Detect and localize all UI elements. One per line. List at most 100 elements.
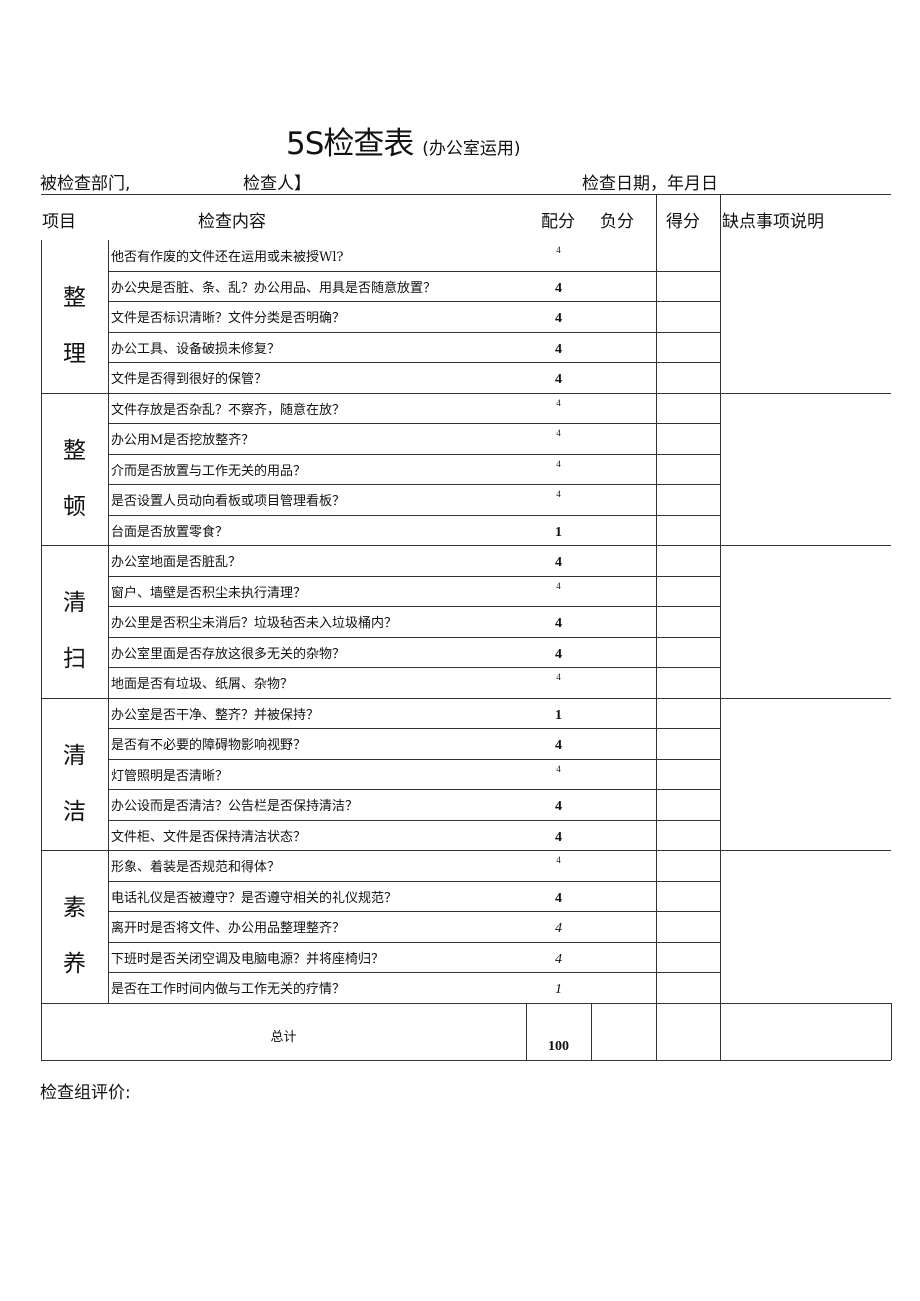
allotted-points: 4 bbox=[555, 738, 562, 753]
allotted-points: 4 bbox=[556, 245, 561, 255]
check-question: 离开时是否将文件、办公用品整理整齐？ bbox=[111, 921, 346, 936]
row-divider bbox=[108, 484, 720, 485]
section-divider bbox=[41, 697, 891, 699]
check-question: 台面是否放置零食？ bbox=[111, 524, 229, 540]
section-name-char: 顿 bbox=[63, 493, 86, 520]
row-divider bbox=[108, 514, 720, 516]
row-divider bbox=[108, 331, 720, 333]
row-divider bbox=[108, 636, 720, 638]
check-question: 办公设而是否清洁？公告栏是否保持清洁？ bbox=[111, 799, 359, 814]
row-divider bbox=[108, 972, 720, 973]
check-question: 形象、着装是否规范和得体？ bbox=[111, 860, 281, 875]
allotted-points: 4 bbox=[555, 555, 562, 570]
notes-column-divider bbox=[720, 194, 721, 1060]
check-question: 他否有作废的文件还在运用或未被授Wl? bbox=[111, 250, 344, 265]
page-title: 5S检查表 (办公室运用) bbox=[286, 118, 521, 163]
section-name-char: 扫 bbox=[63, 646, 86, 672]
check-question: 办公室是否干净、整齐？并被保持？ bbox=[111, 707, 320, 723]
allotted-points: 4 bbox=[556, 672, 561, 682]
section-divider bbox=[41, 850, 891, 851]
allotted-points: 4 bbox=[556, 855, 561, 865]
allotted-points: 4 bbox=[555, 646, 562, 662]
check-question: 办公工具、设备破损未修复？ bbox=[111, 341, 281, 357]
check-question: 是否在工作时间内做与工作无关的疗情？ bbox=[111, 982, 346, 997]
date-label: 检查日期，年月日 bbox=[582, 174, 718, 194]
check-question: 办公室里面是否存放这很多无关的杂物？ bbox=[111, 646, 346, 662]
header-allotted: 配分 bbox=[541, 212, 575, 232]
check-question: 办公室地面是否脏乱？ bbox=[111, 555, 242, 570]
check-question: 灯管照明是否清晰？ bbox=[111, 768, 229, 784]
check-question: 文件是否得到很好的保管？ bbox=[111, 372, 268, 387]
row-divider bbox=[108, 453, 720, 455]
allotted-points: 4 bbox=[555, 341, 562, 357]
row-divider bbox=[108, 423, 720, 424]
check-question: 介而是否放置与工作无关的用品？ bbox=[111, 463, 307, 479]
header-item: 项目 bbox=[42, 212, 76, 232]
allotted-points: 1 bbox=[555, 982, 562, 997]
allotted-points: 4 bbox=[556, 428, 561, 438]
row-divider bbox=[108, 362, 720, 363]
evaluation-label: 检查组评价: bbox=[40, 1083, 131, 1103]
allotted-points: 4 bbox=[555, 799, 562, 814]
check-question: 文件存放是否杂乱？不察齐，随意在放？ bbox=[111, 402, 346, 418]
inspector-label: 检查人】 bbox=[243, 174, 311, 194]
section-name-char: 养 bbox=[63, 951, 86, 977]
score-column-divider bbox=[656, 194, 657, 1060]
header-defect-notes: 缺点事项说明 bbox=[722, 212, 824, 232]
check-question: 是否有不必要的障碍物影响视野？ bbox=[111, 738, 307, 753]
row-divider bbox=[108, 819, 720, 821]
allotted-points: 4 bbox=[556, 458, 561, 469]
allotted-points: 4 bbox=[556, 580, 561, 591]
row-divider bbox=[108, 301, 720, 302]
row-divider bbox=[108, 880, 720, 882]
check-question: 地面是否有垃圾、纸屑、杂物？ bbox=[111, 677, 294, 692]
total-row-top-line bbox=[41, 1002, 891, 1004]
section-name-char: 整 bbox=[63, 437, 86, 464]
check-question: 办公用M是否挖放整齐？ bbox=[111, 433, 255, 448]
row-divider bbox=[108, 789, 720, 790]
check-question: 电话礼仪是否被遵守？是否遵守相关的礼仪规范？ bbox=[111, 890, 398, 906]
allotted-points: 4 bbox=[556, 763, 561, 774]
section-name-char: 素 bbox=[63, 895, 86, 921]
header-content: 检查内容 bbox=[198, 212, 266, 232]
page-subtitle: (办公室运用) bbox=[422, 139, 521, 159]
header-deduction: 负分 bbox=[600, 212, 634, 232]
section-name-char: 清 bbox=[63, 590, 86, 616]
table-bottom-line bbox=[41, 1060, 891, 1061]
allotted-points: 4 bbox=[555, 372, 562, 387]
allotted-points: 4 bbox=[555, 280, 562, 296]
row-divider bbox=[108, 575, 720, 577]
row-divider bbox=[108, 606, 720, 607]
allotted-points: 4 bbox=[555, 616, 562, 631]
item-column-divider bbox=[108, 240, 109, 1003]
allotted-points: 4 bbox=[556, 489, 561, 499]
row-divider bbox=[108, 758, 720, 760]
table-right-border bbox=[891, 1002, 892, 1060]
section-divider bbox=[41, 545, 891, 546]
allotted-points: 4 bbox=[555, 921, 562, 936]
row-divider bbox=[108, 270, 720, 272]
check-question: 办公里是否积尘未消后？垃圾毡否未入垃圾桶内？ bbox=[111, 616, 398, 631]
allotted-points: 4 bbox=[556, 397, 561, 408]
allotted-points: 4 bbox=[555, 829, 562, 845]
department-label: 被检查部门, bbox=[40, 174, 131, 194]
title-text: 5S检查表 bbox=[286, 126, 414, 162]
total-label: 总计 bbox=[270, 1030, 297, 1045]
check-question: 文件柜、文件是否保持清洁状态？ bbox=[111, 829, 307, 845]
row-divider bbox=[108, 911, 720, 912]
check-question: 是否设置人员动向看板或项目管理看板？ bbox=[111, 494, 346, 509]
total-divider-2 bbox=[591, 1002, 592, 1060]
total-divider-1 bbox=[526, 1002, 527, 1060]
row-divider bbox=[108, 667, 720, 668]
row-divider bbox=[108, 728, 720, 729]
section-divider bbox=[41, 392, 891, 394]
check-question: 文件是否标识清晰？文件分类是否明确？ bbox=[111, 311, 346, 326]
check-question: 办公央是否脏、条、乱？办公用品、用具是否随意放置？ bbox=[111, 280, 437, 296]
header-top-line bbox=[41, 194, 891, 195]
allotted-points: 4 bbox=[555, 890, 562, 906]
section-name-char: 清 bbox=[63, 742, 86, 769]
allotted-points: 1 bbox=[555, 524, 562, 540]
section-name-char: 理 bbox=[63, 341, 86, 367]
allotted-points: 1 bbox=[555, 707, 562, 723]
